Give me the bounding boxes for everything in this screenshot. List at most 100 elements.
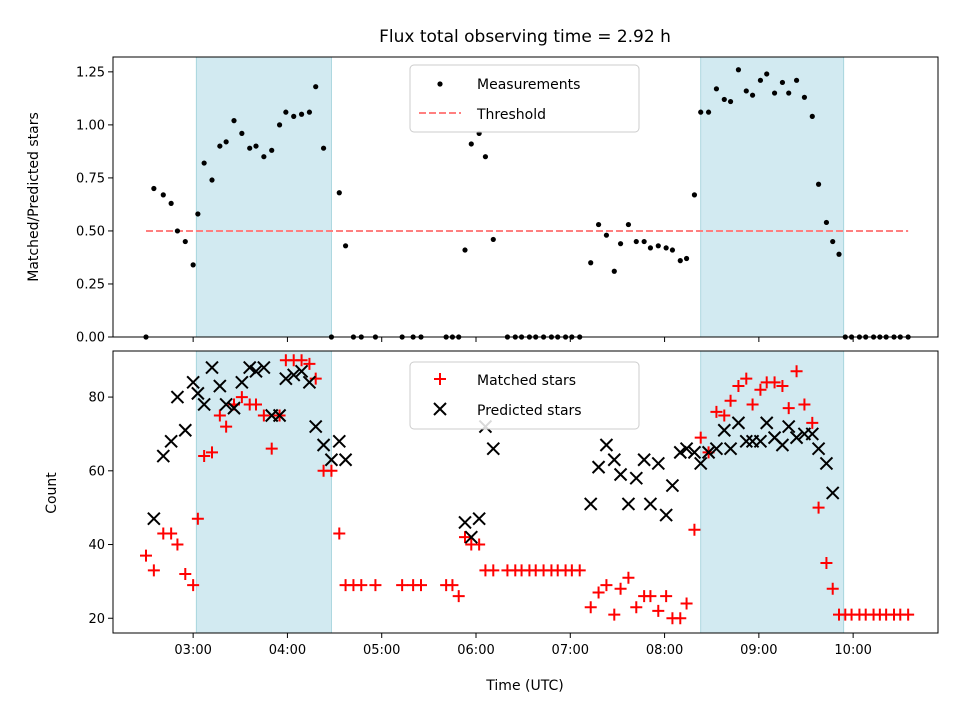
matched-star-marker <box>812 501 825 514</box>
predicted-star-marker <box>219 397 233 412</box>
measurement-point <box>809 113 815 119</box>
matched-star-marker <box>680 597 693 610</box>
measurement-point <box>698 109 704 115</box>
matched-star-marker <box>710 405 723 418</box>
measurement-point <box>223 139 229 145</box>
matched-star-marker <box>622 571 635 584</box>
predicted-star-marker <box>186 375 200 390</box>
matched-star-marker <box>820 556 833 569</box>
predicted-star-marker <box>257 360 271 375</box>
measurement-point <box>336 190 342 196</box>
predicted-star-marker <box>584 497 598 511</box>
predicted-star-marker <box>279 371 293 386</box>
matched-star-marker <box>187 579 200 592</box>
matched-star-marker <box>198 450 211 463</box>
matched-star-marker <box>235 391 248 404</box>
measurement-point <box>269 147 275 153</box>
measurement-point <box>617 241 624 247</box>
legend-predicted-marker <box>433 402 447 416</box>
predicted-star-marker <box>687 445 702 460</box>
x-tick-label: 03:00 <box>174 643 211 658</box>
top-panel: 0.00 0.25 0.50 0.75 1.00 1.25 Matched/Predict… <box>26 56 939 346</box>
bottom-y-ticks: 20 40 60 80 <box>88 391 113 627</box>
matched-star-marker <box>806 416 819 429</box>
predicted-star-marker <box>613 467 628 482</box>
measurement-point <box>160 192 166 198</box>
measurement-point <box>677 258 683 264</box>
matched-star-marker <box>415 579 427 592</box>
legend-measurements-label: Measurements <box>477 77 580 93</box>
y-tick-label: 0.75 <box>76 171 105 186</box>
matched-star-marker <box>191 512 204 525</box>
measurement-point <box>735 67 742 73</box>
predicted-star-marker <box>272 408 287 423</box>
matched-star-marker <box>718 409 731 422</box>
measurement-point <box>611 268 617 274</box>
matched-star-marker <box>303 357 316 370</box>
measurement-point <box>298 111 305 117</box>
legend-measurements-marker <box>437 81 443 87</box>
bottom-y-axis-label: Count <box>44 472 60 514</box>
measurement-point <box>749 92 756 98</box>
predicted-star-marker <box>673 445 687 460</box>
predicted-star-marker <box>805 427 819 441</box>
measurement-point <box>655 243 661 249</box>
predicted-star-markers <box>147 360 840 544</box>
predicted-star-marker <box>486 441 500 456</box>
predicted-star-marker <box>643 497 658 511</box>
predicted-star-marker <box>621 497 636 511</box>
predicted-star-marker <box>723 441 738 456</box>
predicted-star-marker <box>243 360 257 375</box>
matched-star-marker <box>147 564 160 577</box>
measurement-point <box>595 221 602 228</box>
measurement-point <box>691 192 698 198</box>
x-tick-label: 04:00 <box>269 643 306 658</box>
predicted-star-marker <box>679 441 694 456</box>
predicted-star-marker <box>775 438 790 452</box>
measurement-point <box>168 200 174 206</box>
bottom-axes-frame <box>112 350 939 634</box>
matched-star-marker <box>754 383 767 396</box>
measurement-point <box>482 154 489 160</box>
measurement-point <box>764 71 770 77</box>
measurement-point <box>468 141 474 147</box>
predicted-star-marker <box>629 471 643 485</box>
bottom-shaded-intervals <box>195 350 845 634</box>
y-tick-label: 0.50 <box>76 224 105 239</box>
predicted-star-marker <box>607 453 621 467</box>
predicted-star-marker <box>235 375 249 390</box>
matched-star-marker <box>355 579 368 592</box>
predicted-star-marker <box>332 434 346 449</box>
top-legend: Measurements Threshold <box>409 64 640 133</box>
x-tick-label: 08:00 <box>646 643 683 658</box>
measurement-point <box>743 88 749 94</box>
top-axes-frame <box>112 56 939 338</box>
matched-star-marker <box>206 446 218 459</box>
measurement-point <box>683 255 690 262</box>
matched-star-marker <box>573 564 586 577</box>
predicted-star-marker <box>665 478 680 493</box>
measurement-point <box>306 109 313 115</box>
matched-star-marker <box>674 612 687 625</box>
predicted-star-marker <box>309 419 323 434</box>
matched-star-marker <box>369 579 382 592</box>
y-tick-label: 0.25 <box>76 277 105 292</box>
y-tick-label: 20 <box>88 612 105 627</box>
shaded-interval <box>195 350 332 634</box>
predicted-star-marker <box>811 441 826 456</box>
matched-star-marker <box>165 527 178 540</box>
top-shaded-intervals <box>195 56 845 338</box>
matched-star-marker <box>213 409 226 422</box>
matched-star-marker <box>265 442 278 455</box>
predicted-star-marker <box>651 456 665 471</box>
measurement-point <box>247 145 253 151</box>
shaded-interval <box>700 350 845 634</box>
predicted-star-marker <box>782 419 796 434</box>
measurement-point <box>663 245 669 251</box>
measurement-point <box>836 251 842 257</box>
matched-star-marker <box>295 354 308 367</box>
matched-star-marker <box>746 398 759 411</box>
y-tick-label: 80 <box>88 391 105 406</box>
